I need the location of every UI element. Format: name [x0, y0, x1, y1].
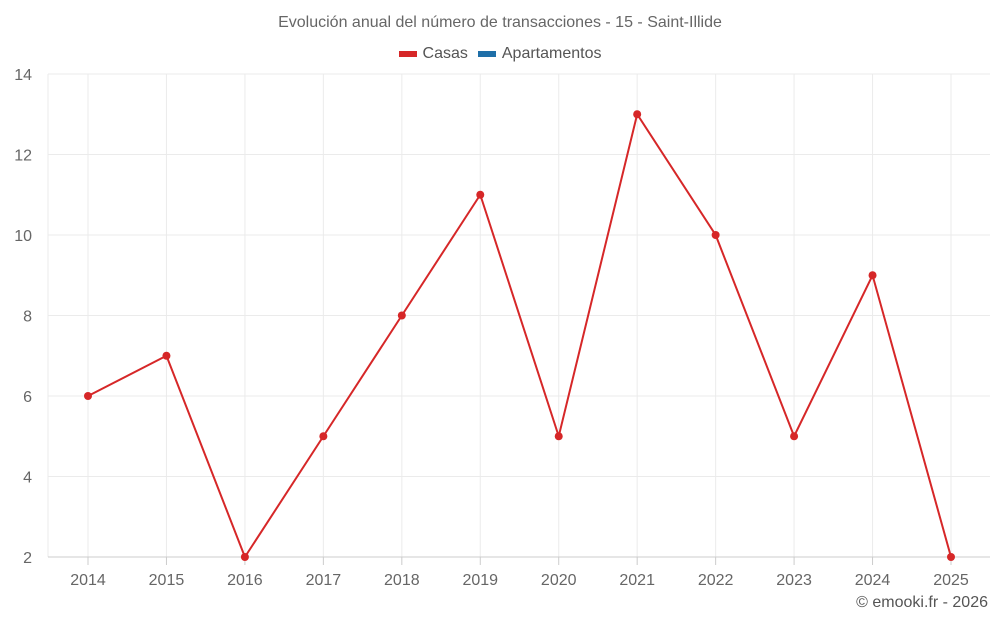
x-tick-label: 2023 [776, 572, 812, 589]
legend-swatch-casas [398, 51, 417, 57]
data-point [947, 553, 955, 561]
data-point [397, 311, 406, 320]
legend: Casas Apartamentos [0, 45, 1000, 63]
chart-title: Evolución anual del número de transaccio… [278, 14, 722, 31]
x-tick-label: 2020 [541, 572, 577, 589]
data-point [633, 110, 642, 119]
y-tick-label: 6 [23, 389, 32, 406]
data-point [868, 271, 877, 280]
data-point [711, 231, 720, 239]
data-point [790, 432, 799, 441]
data-point [84, 392, 92, 400]
y-tick-label: 12 [14, 148, 32, 165]
credit-text: © emooki.fr - 2026 [856, 594, 988, 611]
legend-label-casas: Casas [422, 45, 468, 62]
data-point [476, 190, 485, 199]
x-tick-label: 2017 [306, 572, 342, 589]
x-tick-label: 2018 [384, 572, 420, 589]
x-tick-label: 2015 [149, 572, 185, 589]
data-point [240, 553, 249, 561]
data-point [162, 351, 171, 360]
data-point [319, 432, 328, 441]
legend-label-apartamentos: Apartamentos [501, 45, 602, 62]
x-tick-label: 2024 [855, 572, 891, 589]
y-tick-label: 10 [14, 228, 32, 245]
y-tick-label: 4 [23, 470, 32, 487]
y-tick-label: 2 [23, 550, 32, 567]
y-tick-label: 14 [14, 67, 32, 84]
series-line-casas [87, 111, 952, 560]
y-tick-label: 8 [23, 309, 32, 326]
x-tick-label: 2019 [462, 572, 498, 589]
x-tick-label: 2022 [698, 572, 734, 589]
x-tick-label: 2016 [227, 572, 263, 589]
x-tick-label: 2025 [933, 572, 969, 589]
legend-item-apartamentos[interactable]: Apartamentos [477, 45, 602, 63]
x-tick-label: 2014 [70, 572, 106, 589]
data-point [554, 432, 563, 441]
legend-item-casas[interactable]: Casas [398, 45, 468, 63]
x-tick-label: 2021 [619, 572, 655, 589]
legend-swatch-apartamentos [477, 51, 496, 57]
